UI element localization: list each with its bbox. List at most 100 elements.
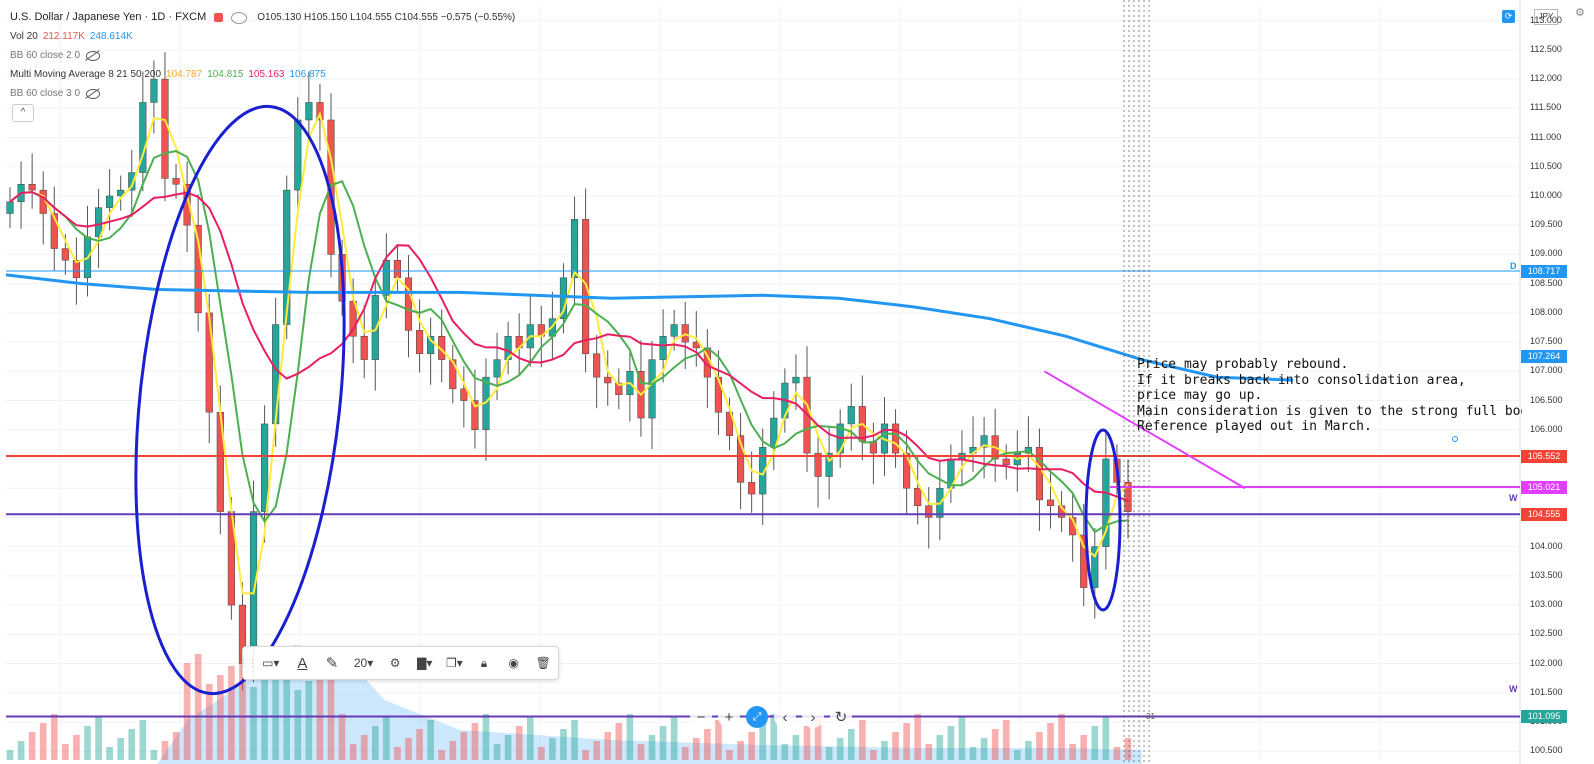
text-color-icon[interactable]: A bbox=[297, 654, 308, 672]
annotation-text[interactable]: Price may probably rebound. If it breaks… bbox=[1137, 357, 1522, 435]
candle-body bbox=[593, 353, 601, 378]
price-tag-label: 108.717 bbox=[1521, 264, 1567, 278]
price-tick-label: 100.500 bbox=[1530, 745, 1563, 756]
candle-body bbox=[294, 119, 302, 191]
collapse-legend-button[interactable]: ^ bbox=[12, 104, 34, 122]
visibility-eye-icon[interactable]: ◉ bbox=[508, 656, 519, 670]
candle-body bbox=[404, 277, 413, 331]
candle-body bbox=[570, 219, 579, 279]
candle-body bbox=[106, 195, 114, 208]
annotation-line: Price may probably rebound. bbox=[1137, 357, 1349, 372]
highlight-ellipse bbox=[134, 104, 346, 696]
price-tick-label: 110.500 bbox=[1530, 160, 1562, 171]
reset-zoom-button[interactable]: ⤢ bbox=[746, 706, 768, 728]
volume-bar bbox=[449, 741, 457, 760]
settings-icon[interactable]: ⚙ bbox=[389, 656, 401, 670]
volume-bar bbox=[460, 732, 468, 760]
volume-bar bbox=[626, 714, 634, 760]
bb2-row: BB 60 close 3 0 bbox=[10, 84, 515, 103]
candle-body bbox=[670, 324, 678, 337]
zoom-out-button[interactable]: − bbox=[690, 706, 712, 728]
price-tag-label: 105.021 bbox=[1521, 480, 1567, 494]
annotation-line: Main consideration is given to the stron… bbox=[1137, 403, 1522, 419]
pencil-icon[interactable]: ✎ bbox=[325, 655, 339, 672]
volume-bar bbox=[571, 720, 578, 760]
volume-bar bbox=[792, 735, 800, 760]
candle-body bbox=[980, 435, 988, 448]
volume-bar bbox=[859, 720, 866, 760]
price-tag-label: 101.095 bbox=[1521, 710, 1567, 724]
volume-bar bbox=[1025, 741, 1032, 760]
font-size-select[interactable]: 20 ▾ bbox=[353, 656, 374, 670]
settings-gear-icon[interactable]: ⚙ bbox=[1575, 7, 1585, 19]
volume-bar bbox=[106, 747, 113, 760]
line-style-icon[interactable]: ▭▾ bbox=[262, 656, 280, 670]
volume-bar bbox=[394, 747, 401, 760]
volume-bar bbox=[84, 726, 91, 760]
volume-bar bbox=[615, 723, 623, 760]
bb2-label[interactable]: BB 60 close 3 0 bbox=[10, 88, 81, 99]
candle-body bbox=[249, 511, 258, 664]
mma-value-50: 105.163 bbox=[248, 69, 285, 80]
hidden-eye-icon[interactable] bbox=[86, 88, 101, 99]
price-tick-label: 107.000 bbox=[1530, 365, 1563, 376]
ma21-line bbox=[9, 150, 1129, 534]
volume-bar bbox=[250, 687, 257, 760]
volume-bar bbox=[803, 726, 811, 760]
weekly-level-label: W bbox=[1509, 684, 1518, 694]
hidden-eye-icon[interactable] bbox=[86, 50, 101, 61]
candle-body bbox=[737, 435, 745, 483]
candle-body bbox=[792, 376, 800, 384]
symbol-title[interactable]: U.S. Dollar / Japanese Yen · 1D · FXCM bbox=[10, 11, 207, 23]
candle-body bbox=[847, 406, 855, 425]
annotation-line: price may go up. bbox=[1137, 388, 1263, 403]
refresh-icon[interactable]: ⟳ bbox=[1502, 10, 1515, 23]
candle-body bbox=[449, 359, 457, 390]
volume-bar bbox=[781, 744, 789, 760]
volume-bar bbox=[1091, 726, 1099, 760]
candle-body bbox=[460, 388, 468, 401]
candle-body bbox=[1002, 458, 1010, 466]
candle-body bbox=[914, 487, 922, 506]
volume-bar bbox=[980, 738, 988, 760]
candle-body bbox=[471, 400, 479, 431]
candle-body bbox=[371, 295, 379, 360]
reset-chart-icon[interactable]: ↻ bbox=[830, 706, 852, 728]
bb1-label[interactable]: BB 60 close 2 0 bbox=[10, 50, 81, 61]
trash-icon[interactable]: 🗑︎ bbox=[535, 656, 551, 670]
volume-bar bbox=[39, 723, 47, 760]
volume-bar bbox=[637, 744, 645, 760]
volume-bar bbox=[991, 729, 999, 760]
volume-bar bbox=[482, 714, 490, 760]
mma-row: Multi Moving Average 8 21 50 200 104.787… bbox=[10, 65, 515, 84]
zoom-in-button[interactable]: + bbox=[718, 706, 740, 728]
lock-icon[interactable]: 🔒︎ bbox=[480, 655, 488, 670]
candle-body bbox=[61, 248, 69, 261]
background-icon[interactable]: ▇▾ bbox=[417, 656, 433, 670]
ohlc-values: O105.130 H105.150 L104.555 C104.555 −0.5… bbox=[257, 12, 516, 23]
mma-label[interactable]: Multi Moving Average 8 21 50 200 bbox=[10, 69, 162, 80]
volume-bar bbox=[50, 714, 58, 760]
clone-icon[interactable]: ❐▾ bbox=[445, 656, 463, 670]
price-tick-label: 113.000 bbox=[1530, 14, 1562, 25]
volume-bar bbox=[704, 729, 711, 760]
volume-bar bbox=[471, 723, 479, 760]
volume-label[interactable]: Vol 20 bbox=[10, 31, 38, 42]
volume-bar bbox=[216, 675, 224, 760]
minus-icon[interactable] bbox=[231, 11, 248, 24]
candle-body bbox=[903, 452, 911, 489]
candle-body bbox=[427, 335, 435, 355]
volume-bar bbox=[515, 726, 523, 760]
daily-level-label: D bbox=[1510, 261, 1517, 271]
price-tick-label: 102.000 bbox=[1530, 657, 1563, 668]
volume-value-2: 248.614K bbox=[89, 31, 133, 42]
candle-body bbox=[94, 207, 103, 238]
scroll-right-button[interactable]: › bbox=[802, 706, 824, 728]
volume-bar bbox=[1080, 735, 1088, 760]
price-tick-label: 108.500 bbox=[1530, 277, 1563, 288]
currency-label[interactable]: JPY bbox=[1534, 9, 1558, 25]
drag-handle-icon[interactable]: ⋮⋮ bbox=[239, 647, 257, 679]
scroll-left-button[interactable]: ‹ bbox=[774, 706, 796, 728]
volume-bar bbox=[737, 741, 744, 760]
symbol-row: U.S. Dollar / Japanese Yen · 1D · FXCM O… bbox=[10, 8, 515, 27]
